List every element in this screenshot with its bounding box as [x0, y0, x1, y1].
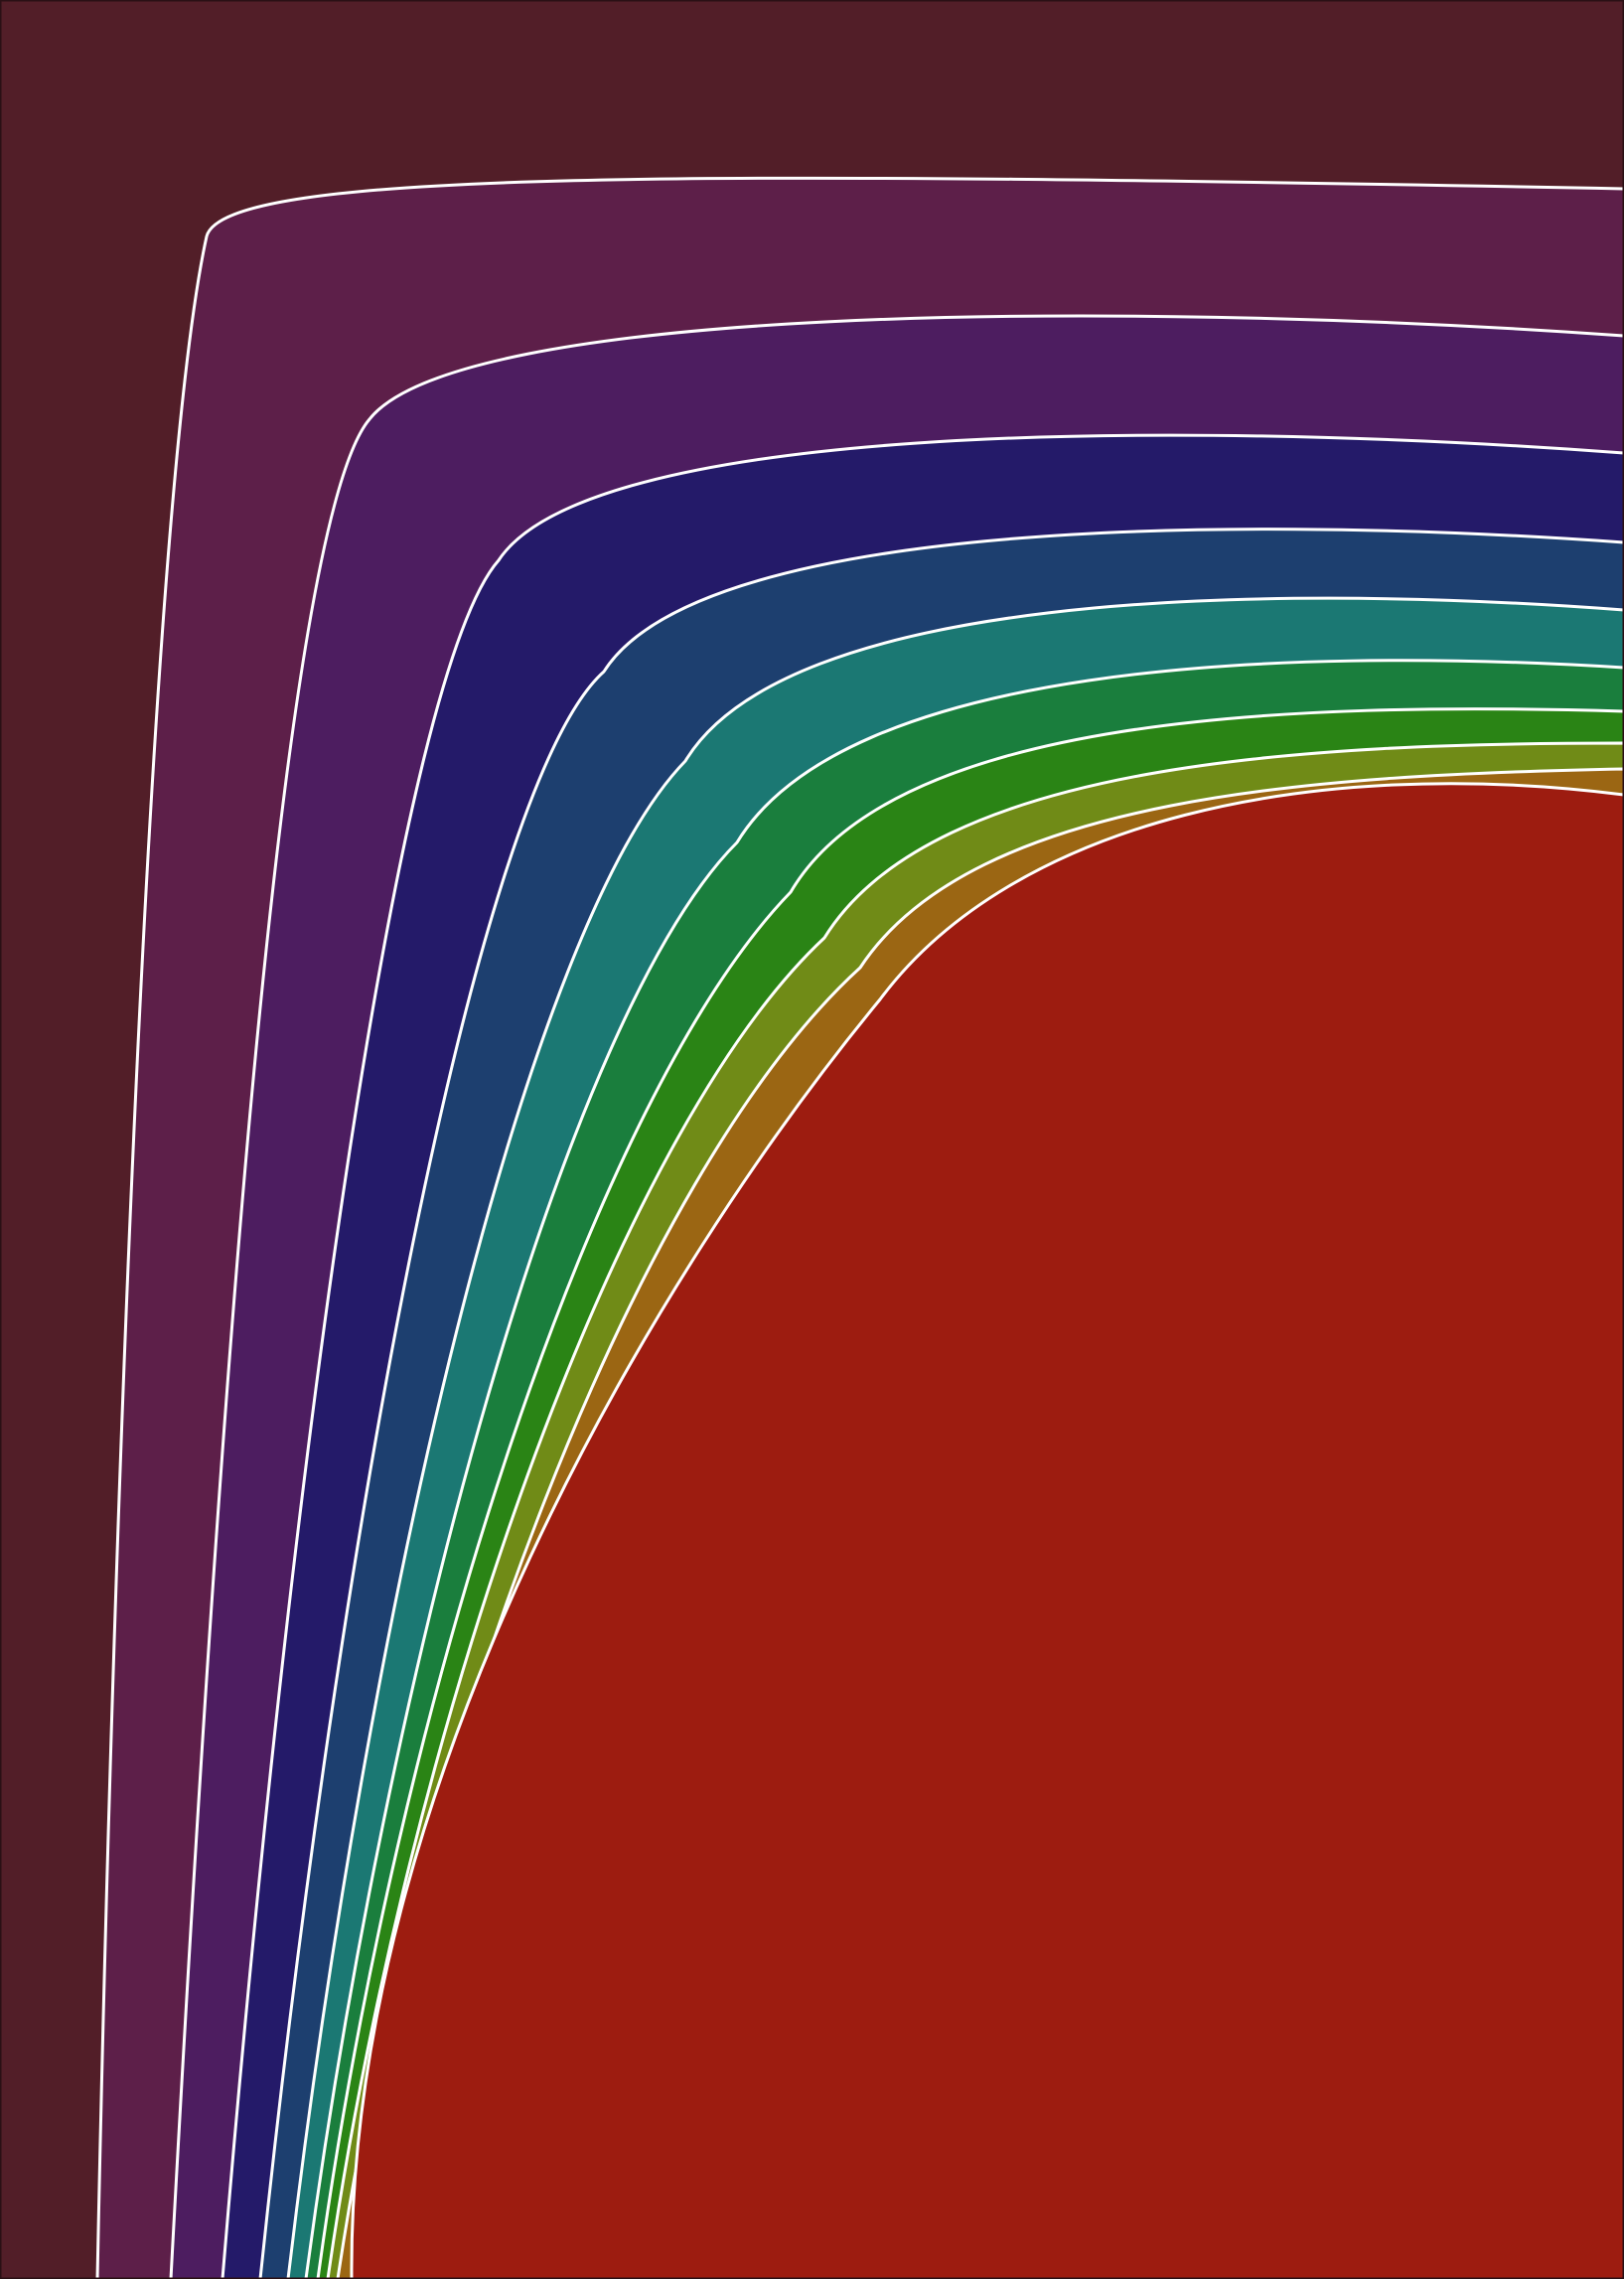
band-red-core	[350, 782, 1624, 2279]
bands-layer	[95, 176, 1624, 2279]
